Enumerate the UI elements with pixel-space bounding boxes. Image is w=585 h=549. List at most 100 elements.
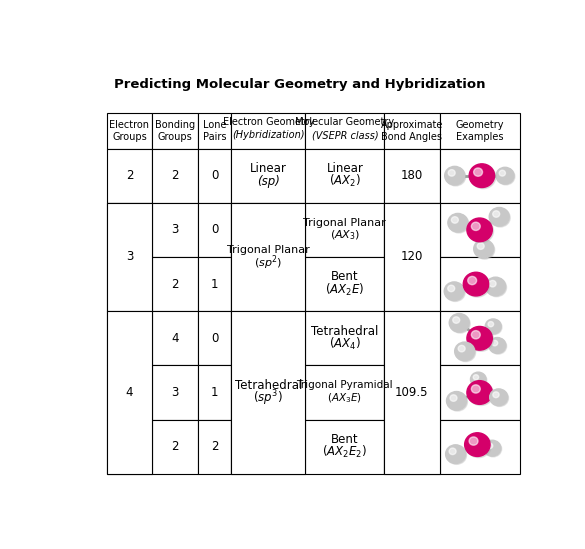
Bar [107,311,152,366]
Text: Trigonal Pyramidal: Trigonal Pyramidal [297,380,393,390]
Text: $(AX_4)$: $(AX_4)$ [329,336,361,352]
Bar [384,366,439,419]
Text: 3: 3 [171,386,178,399]
Text: Tetrahedral: Tetrahedral [235,379,302,392]
Circle shape [464,273,490,297]
Circle shape [468,219,494,243]
Text: 1: 1 [211,278,218,290]
Circle shape [499,170,505,176]
Bar [305,311,384,366]
Circle shape [487,443,493,449]
Bar [305,149,384,203]
Text: 0: 0 [211,223,218,237]
Circle shape [469,437,478,445]
Bar [198,203,232,257]
Text: $(sp^3)$: $(sp^3)$ [253,388,283,408]
Circle shape [472,373,487,388]
Bar [198,257,232,311]
Circle shape [463,272,488,296]
Bar [439,311,519,366]
Bar [384,113,439,149]
Text: 0: 0 [211,332,218,345]
Bar [232,113,305,149]
Bar [107,366,152,419]
Circle shape [467,380,493,404]
Text: 3: 3 [171,223,178,237]
Circle shape [493,211,500,217]
Text: 4: 4 [171,332,178,345]
Text: 0: 0 [211,169,218,182]
Bar [232,311,305,474]
Bar [232,419,305,474]
Bar [439,419,519,474]
Circle shape [497,168,515,185]
Bar [384,149,439,203]
Text: (VSEPR class): (VSEPR class) [312,130,378,140]
Circle shape [472,330,480,339]
Circle shape [473,375,479,380]
Bar [107,311,152,474]
Circle shape [485,319,501,334]
Circle shape [449,214,469,233]
Text: 2: 2 [211,440,218,453]
Text: 2: 2 [171,278,178,290]
Circle shape [469,164,494,188]
Text: 2: 2 [171,169,178,182]
Text: $(sp^2)$: $(sp^2)$ [254,253,283,272]
Bar [198,113,232,149]
Circle shape [486,277,505,296]
Circle shape [464,433,490,456]
Text: $(AX_3)$: $(AX_3)$ [330,228,360,242]
Circle shape [445,166,464,185]
Bar [107,419,152,474]
Circle shape [488,322,494,327]
Circle shape [496,167,514,184]
Circle shape [448,285,455,292]
Circle shape [487,278,507,296]
Text: 3: 3 [126,250,133,264]
Circle shape [489,338,506,354]
Text: $(AX_2)$: $(AX_2)$ [329,173,361,189]
Circle shape [492,340,498,346]
Bar [107,203,152,311]
Text: 109.5: 109.5 [395,386,429,399]
Text: 2: 2 [171,440,178,453]
Circle shape [448,214,468,232]
Text: Bent: Bent [331,433,359,446]
Bar [107,113,152,149]
Circle shape [446,445,466,463]
Bar [439,203,519,257]
Circle shape [470,165,496,189]
Circle shape [484,440,501,456]
Bar [439,366,519,419]
Circle shape [491,390,508,406]
Text: Predicting Molecular Geometry and Hybridization: Predicting Molecular Geometry and Hybrid… [114,79,486,91]
Circle shape [453,317,460,323]
Circle shape [474,239,494,258]
Bar [198,419,232,474]
Circle shape [450,395,457,401]
Circle shape [444,282,464,300]
Text: Lone
Pairs: Lone Pairs [203,120,226,142]
Bar [439,149,519,203]
Bar [305,419,384,474]
Bar [198,311,232,366]
Bar [232,366,305,419]
Text: Geometry
Examples: Geometry Examples [455,120,504,142]
Bar [152,203,198,257]
Bar [384,203,439,257]
Circle shape [448,170,455,176]
Circle shape [446,446,467,464]
Circle shape [450,315,470,333]
Circle shape [452,217,459,223]
Circle shape [490,209,510,227]
Bar [384,311,439,474]
Circle shape [477,243,484,249]
Bar [152,366,198,419]
Bar [232,149,305,203]
Text: Linear: Linear [326,162,363,175]
Text: 1: 1 [211,386,218,399]
Text: Electron
Groups: Electron Groups [109,120,149,142]
Bar [384,311,439,366]
Bar [384,257,439,311]
